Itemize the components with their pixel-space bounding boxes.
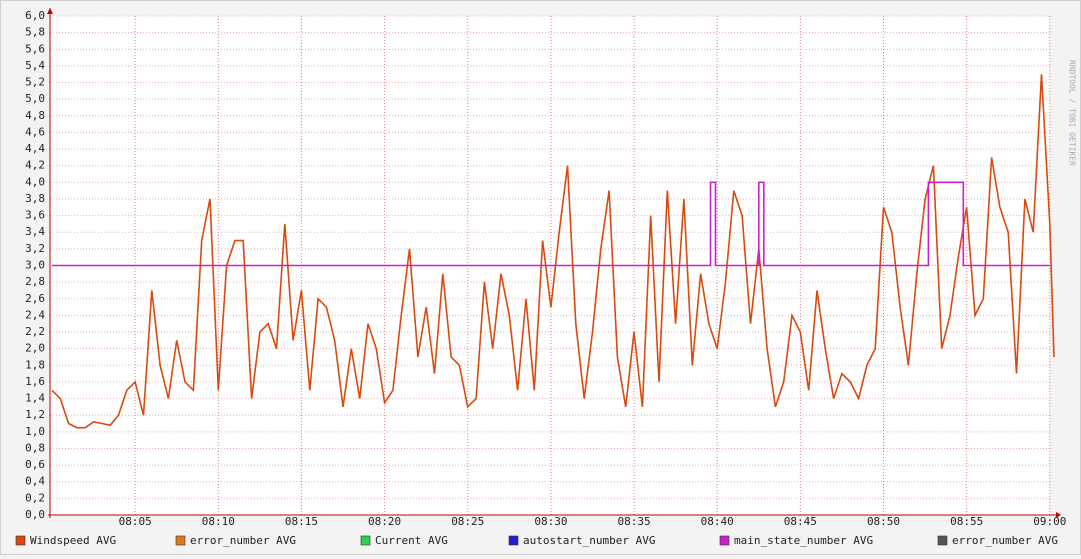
y-tick-label: 0,0 <box>25 508 45 521</box>
y-tick-label: 6,0 <box>25 9 45 22</box>
y-tick-label: 4,0 <box>25 175 45 188</box>
y-tick-label: 5,2 <box>25 76 45 89</box>
legend-label: error_number AVG <box>952 534 1058 547</box>
y-tick-label: 1,0 <box>25 425 45 438</box>
y-tick-label: 0,8 <box>25 441 45 454</box>
x-tick-label: 08:30 <box>534 515 567 528</box>
legend-label: autostart_number AVG <box>523 534 655 547</box>
x-tick-label: 09:00 <box>1033 515 1066 528</box>
y-tick-label: 2,0 <box>25 342 45 355</box>
y-tick-label: 2,2 <box>25 325 45 338</box>
y-tick-label: 0,4 <box>25 475 45 488</box>
x-tick-label: 08:20 <box>368 515 401 528</box>
x-tick-label: 08:40 <box>701 515 734 528</box>
y-tick-label: 1,8 <box>25 358 45 371</box>
y-tick-label: 2,6 <box>25 292 45 305</box>
y-tick-label: 4,2 <box>25 159 45 172</box>
y-tick-label: 5,4 <box>25 59 45 72</box>
legend-label: Current AVG <box>375 534 448 547</box>
y-tick-label: 0,2 <box>25 491 45 504</box>
series-line <box>52 181 1050 267</box>
series-line <box>51 74 1055 429</box>
y-tick-label: 0,6 <box>25 458 45 471</box>
y-tick-label: 3,2 <box>25 242 45 255</box>
y-tick-label: 3,0 <box>25 259 45 272</box>
y-tick-label: 3,6 <box>25 209 45 222</box>
x-tick-label: 08:15 <box>285 515 318 528</box>
legend-swatch <box>175 535 186 546</box>
legend-swatch <box>508 535 519 546</box>
y-tick-label: 3,8 <box>25 192 45 205</box>
y-tick-label: 1,6 <box>25 375 45 388</box>
legend-label: error_number AVG <box>190 534 296 547</box>
legend-label: main_state_number AVG <box>734 534 873 547</box>
y-tick-label: 4,6 <box>25 125 45 138</box>
legend-swatch <box>937 535 948 546</box>
axis-arrow <box>47 8 53 14</box>
y-tick-label: 4,4 <box>25 142 45 155</box>
legend-swatch <box>15 535 26 546</box>
x-tick-label: 08:05 <box>119 515 152 528</box>
legend-label: Windspeed AVG <box>30 534 116 547</box>
y-tick-label: 5,0 <box>25 92 45 105</box>
x-tick-label: 08:55 <box>950 515 983 528</box>
y-tick-label: 5,6 <box>25 42 45 55</box>
x-tick-label: 08:50 <box>867 515 900 528</box>
y-tick-label: 5,8 <box>25 26 45 39</box>
y-tick-label: 3,4 <box>25 225 45 238</box>
y-tick-label: 4,8 <box>25 109 45 122</box>
x-tick-label: 08:25 <box>451 515 484 528</box>
x-tick-label: 08:35 <box>617 515 650 528</box>
legend-swatch <box>719 535 730 546</box>
y-tick-label: 2,8 <box>25 275 45 288</box>
y-tick-label: 2,4 <box>25 308 45 321</box>
y-tick-label: 1,2 <box>25 408 45 421</box>
y-tick-label: 1,4 <box>25 392 45 405</box>
axis-arrow <box>1056 512 1061 518</box>
x-tick-label: 08:10 <box>202 515 235 528</box>
watermark: RRDTOOL / TOBI OETIKER <box>1068 60 1077 166</box>
legend-swatch <box>360 535 371 546</box>
x-tick-label: 08:45 <box>784 515 817 528</box>
